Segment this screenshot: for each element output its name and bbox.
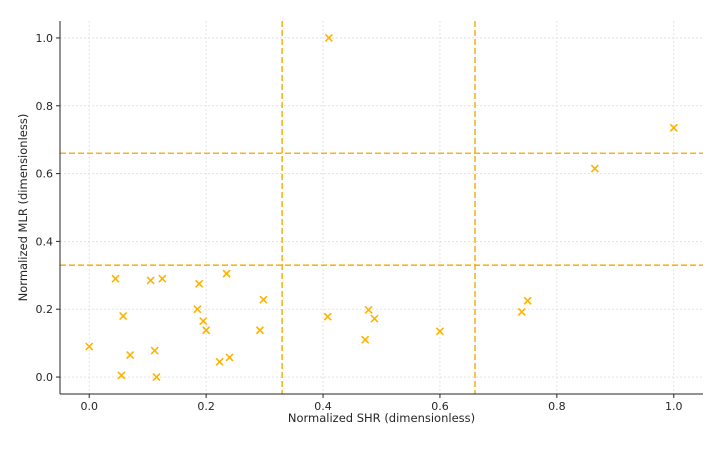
x-tick-label-5: 1.0	[665, 400, 683, 413]
data-point-11	[199, 317, 208, 326]
x-axis-label: Normalized SHR (dimensionless)	[288, 411, 475, 425]
data-point-23	[435, 327, 445, 336]
data-point-18	[323, 312, 332, 321]
data-point-13	[215, 357, 224, 366]
data-point-17	[259, 295, 268, 304]
axes	[59, 21, 703, 395]
data-point-15	[225, 353, 234, 362]
data-point-21	[364, 305, 373, 314]
x-tick-label-0: 0.0	[80, 400, 98, 413]
data-point-2	[117, 371, 126, 380]
data-point-16	[255, 326, 264, 335]
data-point-14	[222, 269, 231, 278]
y-tick-label-3: 0.6	[36, 168, 54, 181]
data-point-24	[517, 307, 526, 317]
x-tick-label-1: 0.2	[197, 400, 215, 413]
data-points	[85, 33, 678, 382]
data-point-25	[523, 296, 532, 305]
ticks: 0.0 0.2 0.4 0.6 0.8 1.0 0.0 0.2 0.4 0.6 0.8 1.0	[36, 32, 683, 413]
data-point-22	[370, 314, 379, 323]
y-tick-label-4: 0.8	[36, 100, 54, 113]
x-tick-label-4: 0.8	[548, 400, 566, 413]
data-point-19	[324, 33, 333, 43]
data-point-5	[146, 276, 155, 285]
threshold-lines	[60, 21, 703, 394]
data-point-26	[590, 164, 599, 173]
y-tick-label-2: 0.4	[36, 235, 54, 248]
x-tick-label-3: 0.6	[431, 400, 449, 413]
y-tick-label-5: 1.0	[36, 32, 54, 45]
data-point-12	[202, 326, 211, 335]
data-point-3	[119, 311, 128, 321]
x-tick-label-2: 0.4	[314, 400, 332, 413]
data-point-6	[150, 346, 159, 355]
data-point-10	[195, 279, 204, 288]
grid-lines	[60, 21, 703, 394]
data-point-7	[152, 372, 161, 382]
data-point-4	[126, 350, 135, 360]
data-point-27	[669, 123, 678, 132]
y-tick-label-1: 0.2	[36, 303, 54, 316]
data-point-1	[111, 274, 120, 283]
y-axis-label: Normalized MLR (dimensionless)	[16, 114, 30, 302]
data-point-20	[361, 335, 370, 344]
data-point-8	[158, 274, 167, 283]
data-point-9	[193, 305, 202, 314]
y-tick-label-0: 0.0	[36, 371, 54, 384]
data-point-0	[85, 342, 94, 351]
